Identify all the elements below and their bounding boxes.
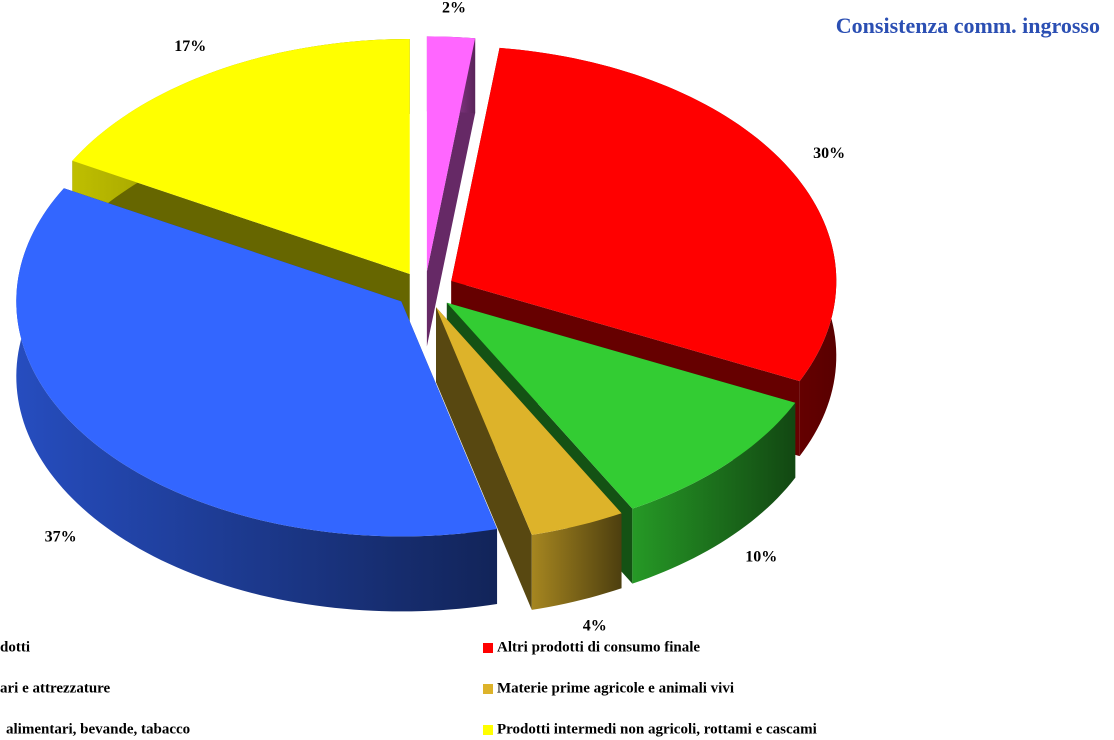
slice-side <box>632 402 796 584</box>
slice-side <box>16 188 498 612</box>
legend-label: Prodotti intermedi non agricoli, rottami… <box>497 721 817 737</box>
data-label: 2% <box>442 0 466 16</box>
slice-top <box>446 302 796 509</box>
slice-top <box>451 47 837 382</box>
legend-swatch <box>483 725 493 735</box>
data-label: 37% <box>45 528 77 545</box>
slice-side <box>426 38 476 347</box>
legend-label: Altri prodotti di consumo finale <box>497 639 700 655</box>
legend-label: Materie prime agricole e animali vivi <box>497 680 734 696</box>
data-label: 4% <box>583 618 607 635</box>
legend-label: dotti <box>0 639 30 655</box>
pie <box>16 36 837 612</box>
slice-top <box>426 36 476 272</box>
legend-label: alimentari, bevande, tabacco <box>6 721 190 737</box>
legend-swatch <box>483 684 493 694</box>
legend-label: ari e attrezzature <box>0 680 111 696</box>
slice <box>16 188 498 612</box>
slice <box>436 307 622 610</box>
legend: dotti Altri prodotti di consumo finale ari… <box>0 639 817 737</box>
slice-top <box>436 307 622 535</box>
legend-swatch <box>483 643 493 653</box>
slice-side <box>531 513 622 610</box>
data-label: 30% <box>813 145 845 162</box>
chart-title: Consistenza comm. ingrosso <box>836 13 1100 38</box>
slice <box>426 36 476 347</box>
data-label: 17% <box>174 38 206 55</box>
data-label: 10% <box>745 549 777 566</box>
slice-top <box>16 188 498 537</box>
slice-side <box>436 307 532 610</box>
slice-top <box>72 38 410 274</box>
